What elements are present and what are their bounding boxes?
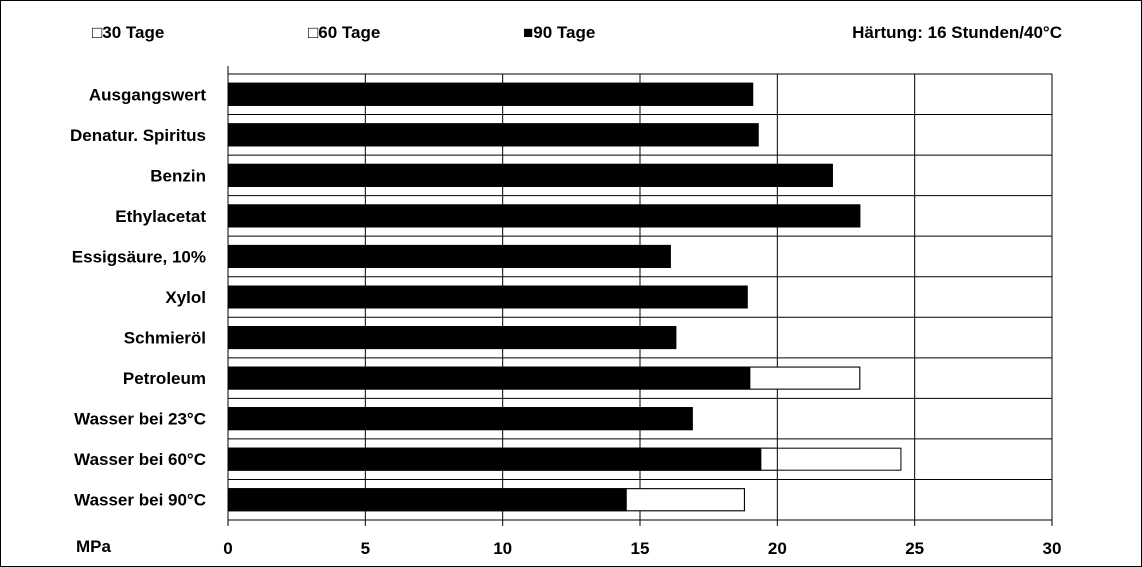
bar-ethylacetat-90-tage [227,204,861,228]
x-tick-label: 5 [361,539,370,558]
category-label: Essigsäure, 10% [72,247,206,266]
category-label: Denatur. Spiritus [70,126,206,145]
bar-wasser-bei-60-c-90-tage [227,447,762,471]
category-label: Ausgangswert [89,85,206,104]
bar-benzin-90-tage [227,163,833,187]
x-tick-label: 0 [223,539,232,558]
bar-petroleum-90-tage [227,366,751,390]
category-label: Ethylacetat [115,207,206,226]
bar-xylol-90-tage [227,285,748,309]
bar-denatur-spiritus-90-tage [227,123,759,147]
category-label: Schmieröl [124,329,206,348]
category-label: Xylol [165,288,206,307]
x-tick-label: 20 [768,539,787,558]
legend: □30 Tage □60 Tage ■90 Tage [92,23,595,42]
curing-annotation: Härtung: 16 Stunden/40°C [852,23,1062,42]
category-label: Wasser bei 23°C [74,410,206,429]
x-axis-title: MPa [76,537,112,556]
x-tick-label: 25 [905,539,924,558]
category-label: Wasser bei 90°C [74,491,206,510]
legend-entry-30-tage: □30 Tage [92,23,164,42]
legend-entry-60-tage: □60 Tage [308,23,380,42]
category-labels: Ausgangswert Denatur. Spiritus Benzin Ethyl… [70,85,206,509]
category-label: Benzin [150,166,206,185]
x-tick-label: 15 [631,539,650,558]
category-label: Petroleum [123,369,206,388]
bar-schmier-l-90-tage [227,326,677,350]
category-label: Wasser bei 60°C [74,450,206,469]
bar-wasser-bei-23-c-90-tage [227,407,693,431]
bar-wasser-bei-90-c-90-tage [227,488,627,512]
bar-essigs-ure-10-90-tage [227,244,671,268]
x-tick-labels: 0 5 10 15 20 25 30 [223,539,1061,558]
bar-ausgangswert-90-tage [227,82,754,106]
legend-entry-90-tage: ■90 Tage [523,23,595,42]
x-tick-label: 30 [1043,539,1062,558]
bars [227,82,902,512]
x-tick-label: 10 [493,539,512,558]
